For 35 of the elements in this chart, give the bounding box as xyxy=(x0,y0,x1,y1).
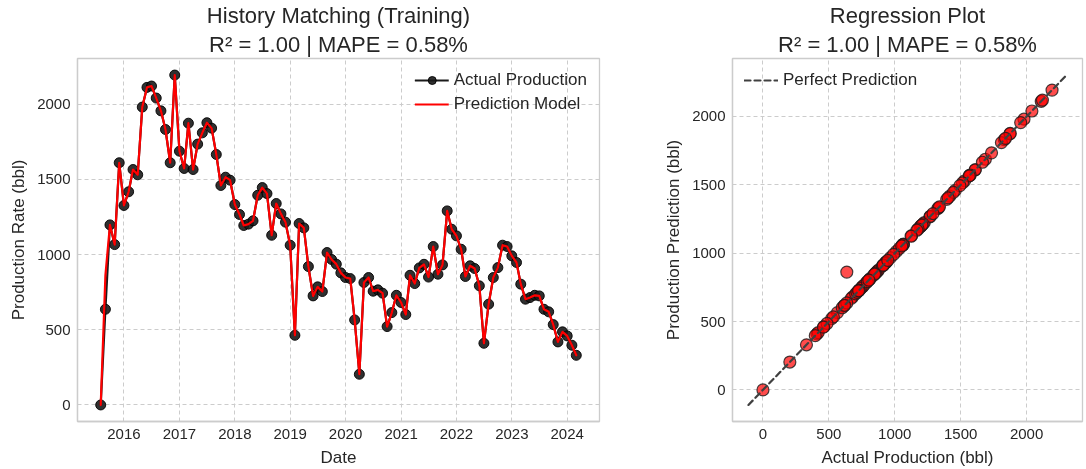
y-tick-label: 0 xyxy=(62,395,71,413)
y-tick-label: 2000 xyxy=(692,107,726,125)
x-tick-label: 2000 xyxy=(1009,424,1044,442)
legend-label: Perfect Prediction xyxy=(783,70,918,90)
x-tick-label: 500 xyxy=(816,424,842,442)
chart-title: Regression Plot xyxy=(829,2,986,28)
chart-title: History Matching (Training) xyxy=(206,2,471,28)
y-tick-label: 500 xyxy=(700,312,726,330)
y-tick-label: 1000 xyxy=(37,245,71,263)
x-tick-label: 2020 xyxy=(328,424,363,442)
x-tick-label: 0 xyxy=(758,424,768,442)
x-axis-title: Actual Production (bbl) xyxy=(821,447,994,467)
x-tick-label: 2019 xyxy=(273,424,307,442)
y-tick-label: 500 xyxy=(45,320,71,338)
y-tick-label: 1000 xyxy=(692,244,726,262)
x-tick-label: 2017 xyxy=(162,424,197,442)
y-tick-label: 2000 xyxy=(37,95,71,113)
x-tick-label: 2016 xyxy=(107,424,141,442)
y-axis-title: Production Rate (bbl) xyxy=(9,159,29,321)
y-axis-title: Production Prediction (bbl) xyxy=(664,139,684,341)
x-tick-label: 2023 xyxy=(495,424,529,442)
x-tick-label: 2018 xyxy=(218,424,252,442)
x-tick-label: 1500 xyxy=(944,424,978,442)
legend-label: Actual Production xyxy=(453,70,587,90)
chart-subtitle: R² = 1.00 | MAPE = 0.58% xyxy=(778,31,1037,57)
x-axis-title: Date xyxy=(320,447,357,467)
y-tick-label: 1500 xyxy=(692,175,726,193)
x-tick-label: 2024 xyxy=(550,424,584,442)
legend-label: Prediction Model xyxy=(453,94,581,114)
y-tick-label: 1500 xyxy=(37,170,71,188)
x-tick-label: 2022 xyxy=(439,424,474,442)
x-tick-label: 1000 xyxy=(878,424,912,442)
y-tick-label: 0 xyxy=(717,380,726,398)
chart-subtitle: R² = 1.00 | MAPE = 0.58% xyxy=(209,31,468,57)
x-tick-label: 2021 xyxy=(384,424,418,442)
